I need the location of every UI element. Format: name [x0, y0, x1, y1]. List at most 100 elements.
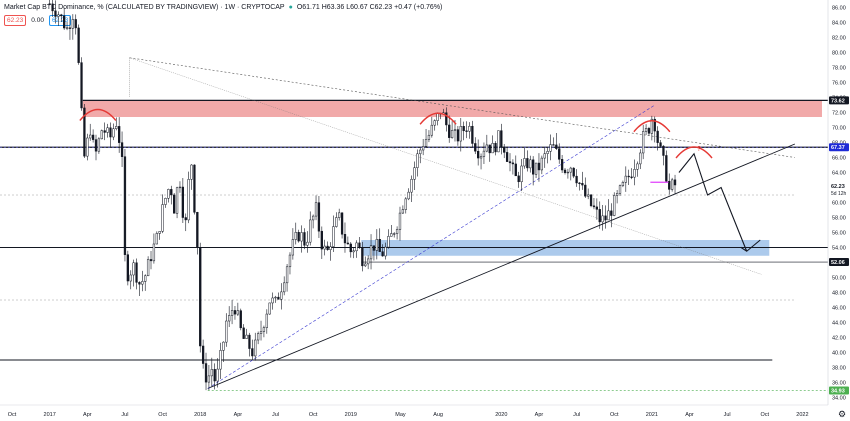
price-tick-label: 54.00 [832, 246, 846, 252]
candle [398, 206, 402, 241]
time-axis[interactable]: Oct 2017 Apr Jul Oct 2018 Apr Jul Oct 2019 May Aug 2… [0, 404, 846, 419]
candle-body [436, 112, 439, 121]
candle-body [494, 143, 497, 153]
candle [456, 126, 460, 146]
candle [668, 173, 671, 195]
value-chip-right[interactable]: 62.23 [48, 15, 72, 26]
candle-body [540, 157, 543, 171]
price-tick-label: 44.00 [832, 321, 846, 327]
candle [77, 24, 80, 65]
candle [219, 342, 222, 380]
candle-body [126, 254, 129, 282]
candle [115, 117, 118, 131]
candle [291, 228, 295, 260]
candle-body [48, 3, 51, 5]
candle-body [534, 162, 538, 175]
candle-body [184, 217, 187, 221]
candle [248, 332, 251, 357]
candle-body [615, 193, 619, 196]
candle [627, 169, 630, 185]
badge-bg [829, 258, 849, 267]
candle [595, 198, 599, 220]
candle [465, 121, 468, 139]
candle [560, 154, 564, 174]
settings-icon[interactable]: ⚙ [838, 409, 846, 419]
candle-body [450, 130, 454, 138]
time-tick-label: Oct [610, 412, 619, 418]
time-tick-label: Jul [272, 412, 279, 418]
candle [589, 194, 593, 208]
trendline-0 [207, 143, 796, 389]
candle [57, 11, 60, 26]
candle-body [222, 341, 225, 351]
candle-body [123, 156, 127, 255]
candle-body [500, 130, 503, 148]
candle [633, 159, 636, 186]
symbol-title[interactable]: Market Cap BTC Dominance, % (CALCULATED … [4, 4, 285, 11]
candle-body [94, 139, 98, 152]
candle-body [71, 19, 74, 29]
value-chip-left[interactable]: 62.23 [4, 15, 27, 26]
candle [135, 258, 138, 290]
candle-body [395, 229, 399, 234]
candle-body [355, 242, 358, 252]
candle-body [503, 146, 506, 153]
candle-body [650, 118, 654, 134]
time-tick-label: Oct [158, 412, 167, 418]
candle-body [317, 202, 321, 232]
candle-body [372, 245, 376, 251]
candle [274, 295, 277, 303]
candles-layer [48, 0, 677, 391]
candle [303, 228, 306, 250]
candle [222, 341, 225, 363]
candle-body [546, 151, 549, 154]
price-badge-resistance: 73.62 [829, 96, 849, 105]
candle-body [366, 258, 370, 265]
candle-body [349, 243, 352, 253]
candle [210, 357, 213, 387]
candle-body [587, 194, 590, 197]
candle-body [465, 130, 468, 132]
candle-body [68, 27, 72, 29]
candle [569, 166, 572, 181]
candle-body [146, 259, 150, 277]
candle [51, 0, 54, 17]
candle-body [453, 129, 457, 131]
price-axis[interactable]: 34.00 36.00 38.00 40.00 42.00 44.00 46.00 48.00… [827, 0, 850, 421]
candle [422, 139, 425, 156]
candle [563, 168, 567, 175]
candle-body [364, 263, 367, 267]
candle-body [239, 310, 242, 329]
price-tick-label: 56.00 [832, 231, 846, 237]
candle-body [149, 259, 153, 262]
candle-body [57, 14, 60, 17]
candle [644, 124, 648, 135]
candle [149, 250, 153, 270]
candle [239, 308, 242, 331]
countdown-label: 5d 12h [831, 191, 847, 197]
candle [532, 156, 535, 186]
candle [401, 205, 405, 215]
candle-body [653, 118, 656, 132]
candle [349, 242, 352, 258]
candle [141, 270, 144, 292]
candle [459, 117, 462, 152]
candle [297, 229, 300, 243]
candle-body [118, 126, 121, 143]
candle-body [647, 128, 651, 134]
candle-body [488, 144, 491, 154]
candle-body [343, 234, 347, 244]
candle [364, 256, 367, 268]
candle-body [100, 130, 103, 140]
candle [366, 255, 370, 270]
candle-body [474, 143, 477, 152]
candle [71, 14, 74, 40]
candle-body [144, 275, 147, 282]
candle-body [592, 205, 596, 208]
candle-body [74, 19, 77, 29]
candle [534, 162, 538, 179]
candle-body [607, 210, 610, 221]
candle-body [242, 327, 245, 339]
candle [656, 126, 659, 151]
